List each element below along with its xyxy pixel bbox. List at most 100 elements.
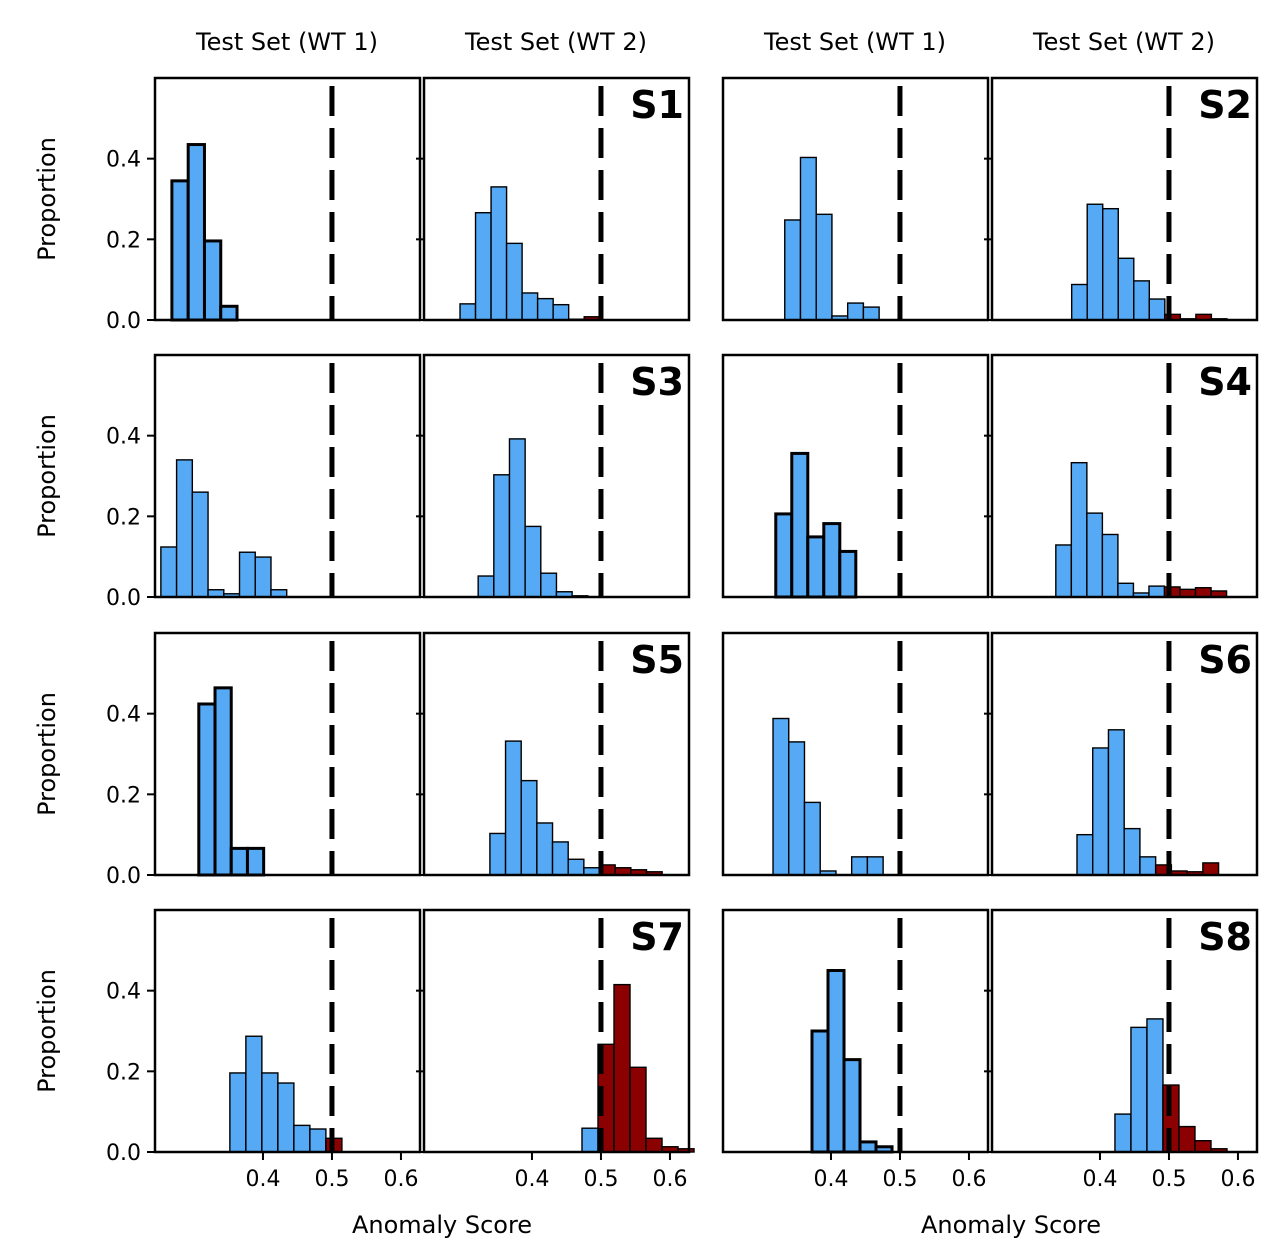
axes-frame [153, 353, 422, 599]
panel-s7-wt1: 0.0 0.2 0.4 Proportion 0.4 0.5 0.6 [33, 908, 422, 1192]
panel-label: S3 [630, 360, 684, 404]
axes-frame [990, 631, 1259, 877]
histogram-bar [202, 239, 223, 322]
x-tick-label: 0.4 [245, 1167, 280, 1192]
panel-s3-wt1: 0.0 0.2 0.4 Proportion [33, 353, 422, 611]
x-tick-label: 0.6 [1220, 1167, 1255, 1192]
histogram-bar [1133, 280, 1151, 321]
column-title-4: Test Set (WT 2) [1032, 28, 1215, 56]
panel-s8-wt1: 0.4 0.5 0.6 [721, 908, 990, 1192]
axes-frame [153, 908, 422, 1154]
histogram-bar [254, 556, 272, 598]
axes-frame [990, 908, 1259, 1154]
x-tick-label: 0.6 [951, 1167, 986, 1192]
histogram-bar [806, 535, 826, 599]
histogram-bar [197, 702, 217, 877]
histogram-bar [838, 549, 858, 599]
histogram-bar [850, 856, 869, 876]
panel-label: S7 [630, 915, 684, 959]
histogram-bar [645, 1137, 663, 1153]
panel-s6-wt1 [721, 631, 990, 877]
histogram-bar [540, 572, 558, 598]
histogram-bar [1146, 1018, 1164, 1153]
histogram-bar [1086, 203, 1104, 321]
histogram-bar [866, 856, 884, 876]
x-axis-label-left: Anomaly Score [352, 1211, 532, 1239]
histogram-bar [858, 1140, 878, 1154]
histogram-bar [1086, 512, 1104, 598]
x-axis-label-right: Anomaly Score [921, 1211, 1101, 1239]
panel-s1-wt1: 0.0 0.2 0.4 Proportion [33, 76, 422, 334]
y-tick-label: 0.0 [106, 309, 141, 334]
panel-s2-wt2: S2 [984, 76, 1259, 322]
histogram-bar [846, 302, 865, 321]
axes-frame [153, 631, 422, 877]
histogram-bar [1148, 585, 1166, 598]
histogram-bar [790, 451, 810, 599]
histogram-bar [581, 1127, 599, 1153]
histogram-bar [524, 525, 542, 598]
histogram-bar [504, 740, 522, 876]
histogram-bar [815, 213, 833, 321]
panel-s4-wt1 [721, 353, 990, 599]
histogram-bar [552, 303, 570, 321]
panel-s3-wt2: S3 [416, 353, 691, 599]
x-tick-label: 0.5 [882, 1167, 917, 1192]
histogram-bar [1139, 856, 1157, 876]
y-axis-label: Proportion [33, 137, 61, 261]
histogram-bar [567, 858, 585, 876]
panel-label: S2 [1198, 83, 1252, 127]
histogram-bar [474, 212, 492, 321]
y-axis-label: Proportion [33, 969, 61, 1093]
y-tick-label: 0.2 [106, 228, 141, 253]
column-title-1: Test Set (WT 1) [195, 28, 378, 56]
panel-label: S5 [630, 638, 684, 682]
histogram-bar [1178, 1125, 1196, 1153]
x-tick-label: 0.6 [652, 1167, 687, 1192]
histogram-bar [799, 156, 817, 321]
histogram-bar [1070, 283, 1088, 321]
panel-s7-wt2: 0.4 0.5 0.6 S7 [416, 908, 695, 1192]
y-tick-label: 0.2 [106, 505, 141, 530]
y-tick-label: 0.2 [106, 783, 141, 808]
histogram-bar [459, 303, 477, 321]
y-axis-label: Proportion [33, 414, 61, 538]
axes-frame [721, 908, 990, 1154]
histogram-bar [219, 304, 239, 322]
histogram-bar [1148, 298, 1166, 321]
histogram-bar [489, 832, 507, 876]
histogram-bar [1076, 833, 1094, 876]
panel-label: S1 [630, 83, 684, 127]
axes-frame [721, 353, 990, 599]
x-tick-label: 0.4 [1082, 1167, 1117, 1192]
histogram-bar [245, 846, 266, 877]
panel-s8-wt2: 0.4 0.5 0.6 S8 [984, 908, 1259, 1192]
histogram-bar [772, 717, 790, 876]
panel-s6-wt2: S6 [984, 631, 1259, 877]
y-tick-label: 0.0 [106, 864, 141, 889]
histogram-bar [1101, 533, 1119, 598]
column-title-2: Test Set (WT 2) [464, 28, 647, 56]
y-tick-label: 0.4 [106, 148, 141, 173]
histogram-bar [293, 1124, 311, 1153]
histogram-bar [822, 522, 842, 599]
histogram-bar [175, 459, 194, 598]
panel-s5-wt2: S5 [416, 631, 691, 877]
panel-label: S6 [1198, 638, 1252, 682]
histogram-bar [1123, 827, 1141, 876]
histogram-bar [613, 983, 631, 1153]
axes-frame [721, 631, 990, 877]
axes-frame [721, 76, 990, 322]
histogram-bar [277, 1082, 295, 1153]
histogram-bar [309, 1128, 327, 1153]
histogram-bar [1114, 1113, 1132, 1153]
histogram-bar [1130, 1026, 1148, 1153]
panel-label: S8 [1198, 915, 1252, 959]
histogram-bar [508, 438, 526, 598]
y-tick-label: 0.0 [106, 586, 141, 611]
x-tick-label: 0.4 [514, 1167, 549, 1192]
histogram-bar [261, 1072, 279, 1153]
y-tick-label: 0.4 [106, 980, 141, 1005]
x-tick-label: 0.6 [383, 1167, 418, 1192]
histogram-bar [1055, 544, 1073, 598]
